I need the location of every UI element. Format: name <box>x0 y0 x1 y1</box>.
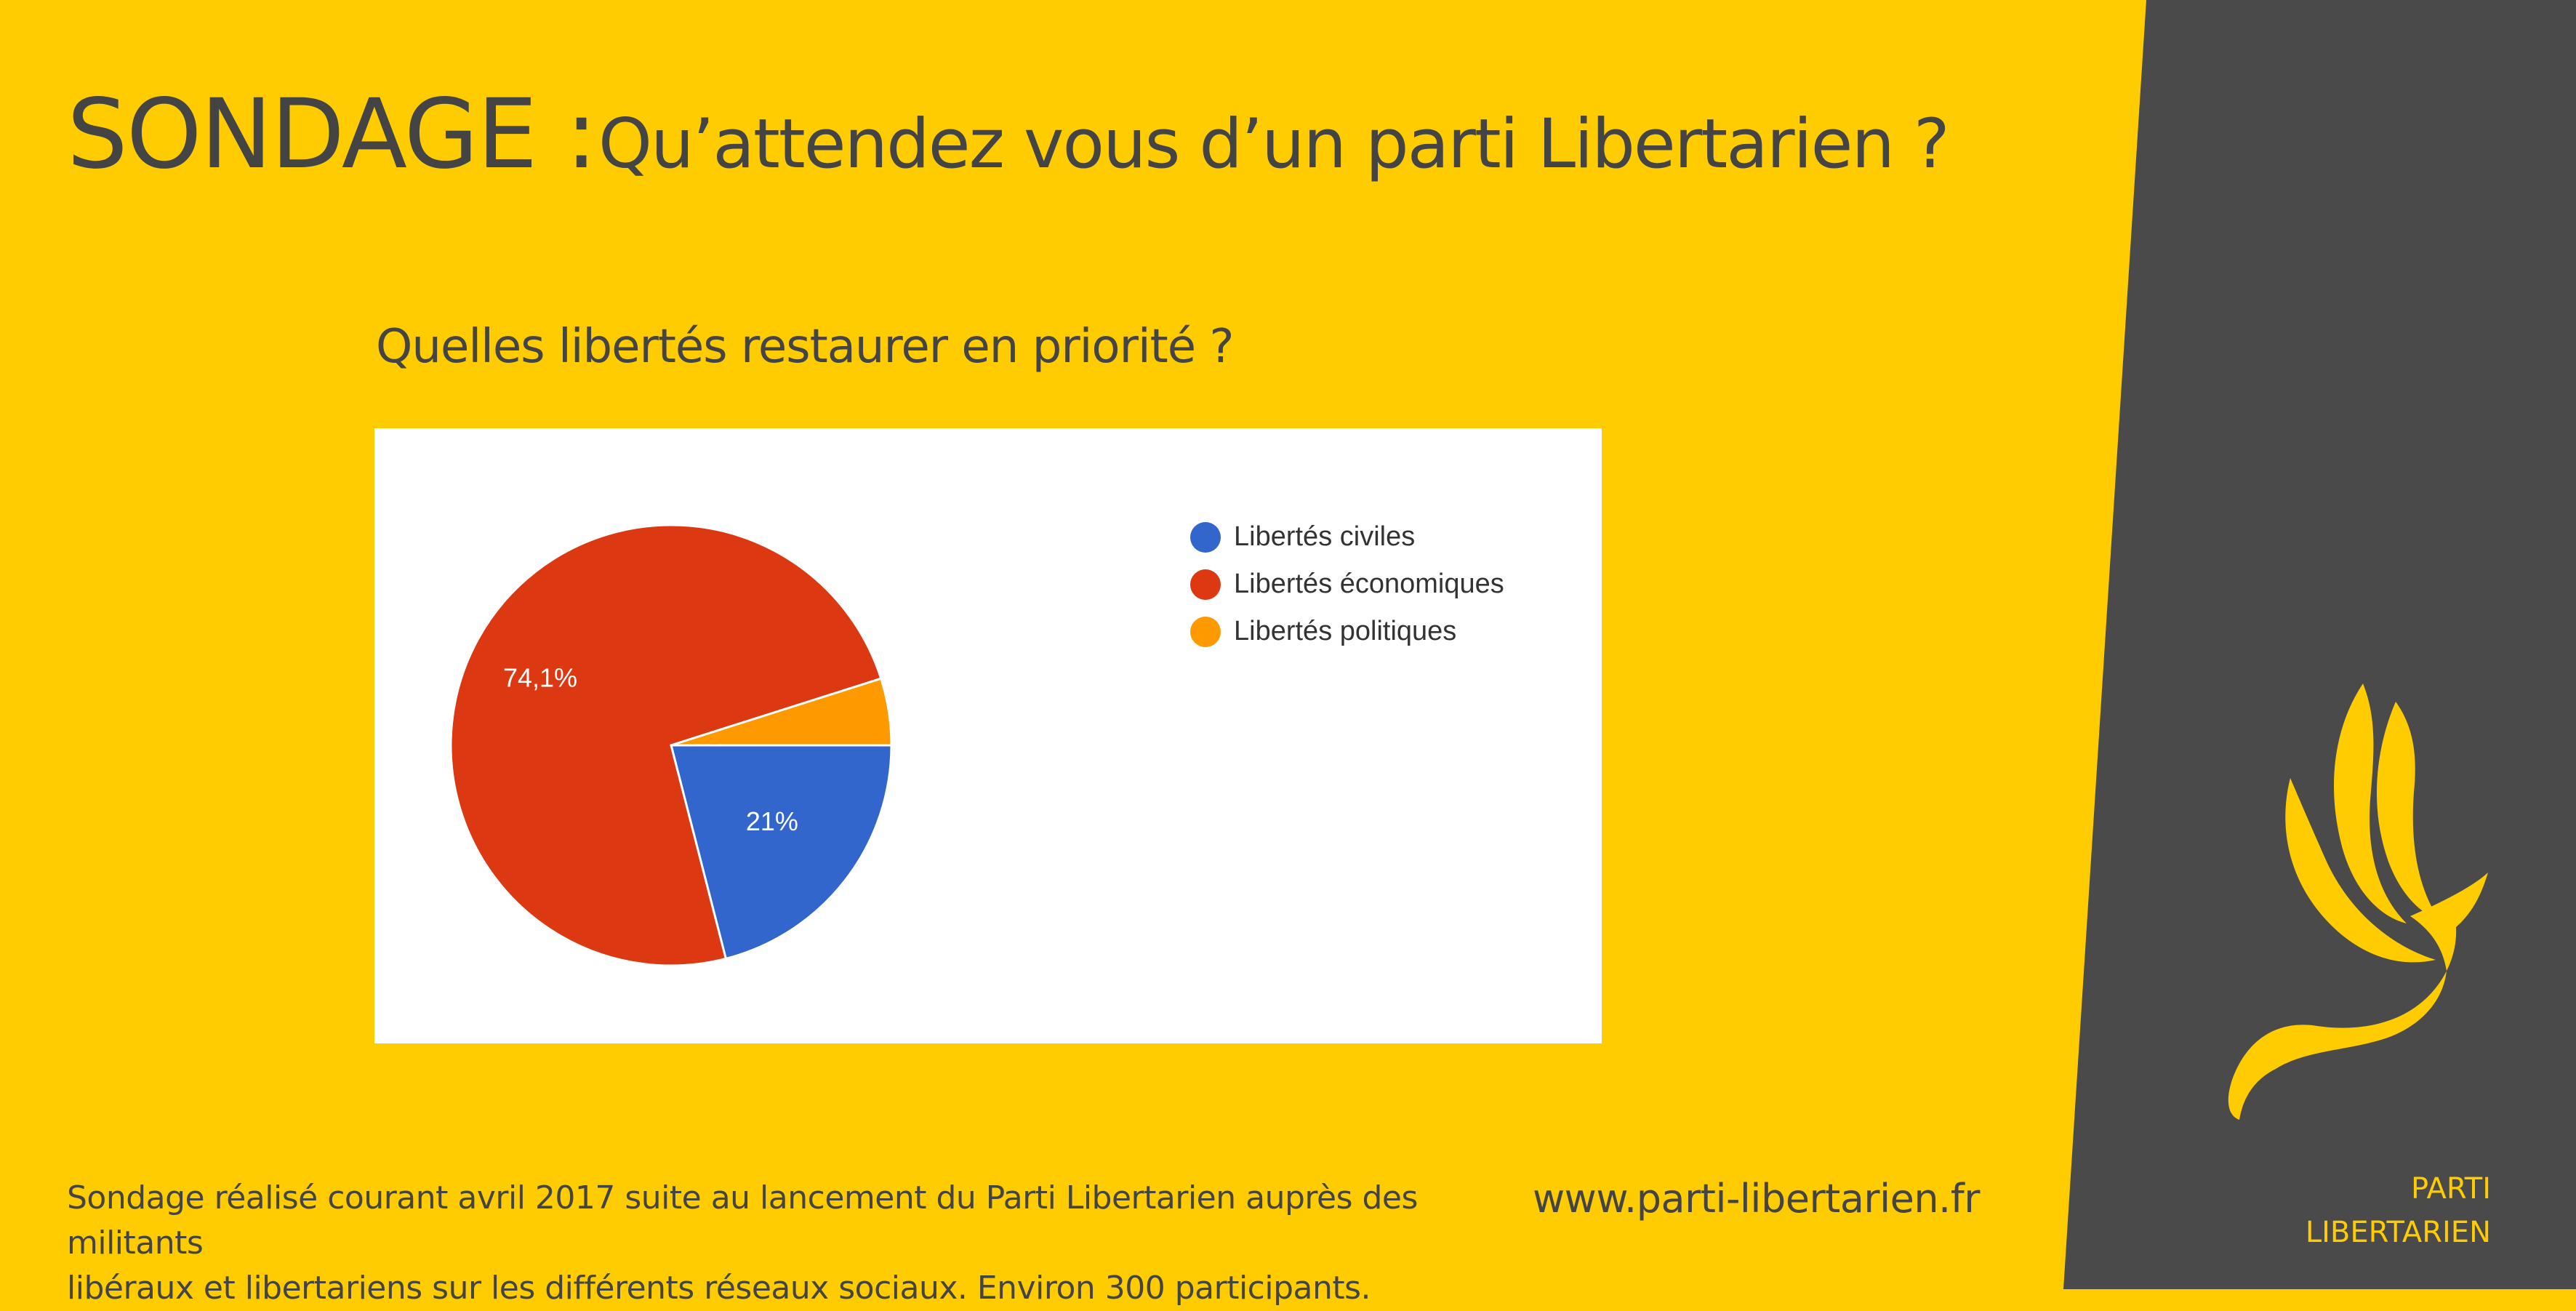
title-main: SONDAGE : <box>67 79 598 191</box>
legend-marker-0 <box>1190 522 1221 553</box>
brand-line-2: LIBERTARIEN <box>2305 1216 2491 1249</box>
legend-label-0: Libertés civiles <box>1234 521 1415 552</box>
pie-chart: 21% 74,1% Libertés civiles Libertés économ… <box>449 521 1504 967</box>
survey-footnote: Sondage réalisé courant avril 2017 suite… <box>67 1176 1506 1311</box>
pie-slice-2[interactable] <box>670 677 893 747</box>
legend-label-2: Libertés politiques <box>1234 616 1456 646</box>
pie-slice-1[interactable] <box>449 524 883 967</box>
chart-container: 21% 74,1% Libertés civiles Libertés économ… <box>374 428 1602 1043</box>
brand-name: PARTI LIBERTARIEN <box>2306 1167 2491 1254</box>
legend-label-1: Libertés économiques <box>1234 569 1504 599</box>
chart-question: Quelles libertés restaurer en priorité ? <box>376 320 1234 374</box>
legend-marker-2 <box>1190 617 1221 647</box>
bird-logo-icon <box>2228 683 2488 1120</box>
website-link[interactable]: www.parti-libertarien.fr <box>1533 1176 1980 1222</box>
footnote-line-2: libéraux et libertariens sur les différe… <box>67 1270 1371 1307</box>
footnote-line-1: Sondage réalisé courant avril 2017 suite… <box>67 1179 1418 1262</box>
page-title: SONDAGE : Qu’attendez vous d’un parti Li… <box>67 79 1950 191</box>
pie-slice-0[interactable] <box>670 744 893 961</box>
title-sub: Qu’attendez vous d’un parti Libertarien … <box>598 105 1950 184</box>
pie-data-label-1: 74,1% <box>503 663 577 693</box>
pie-data-label-0: 21% <box>746 806 798 836</box>
brand-line-1: PARTI <box>2410 1172 2491 1206</box>
legend-marker-1 <box>1190 569 1221 600</box>
